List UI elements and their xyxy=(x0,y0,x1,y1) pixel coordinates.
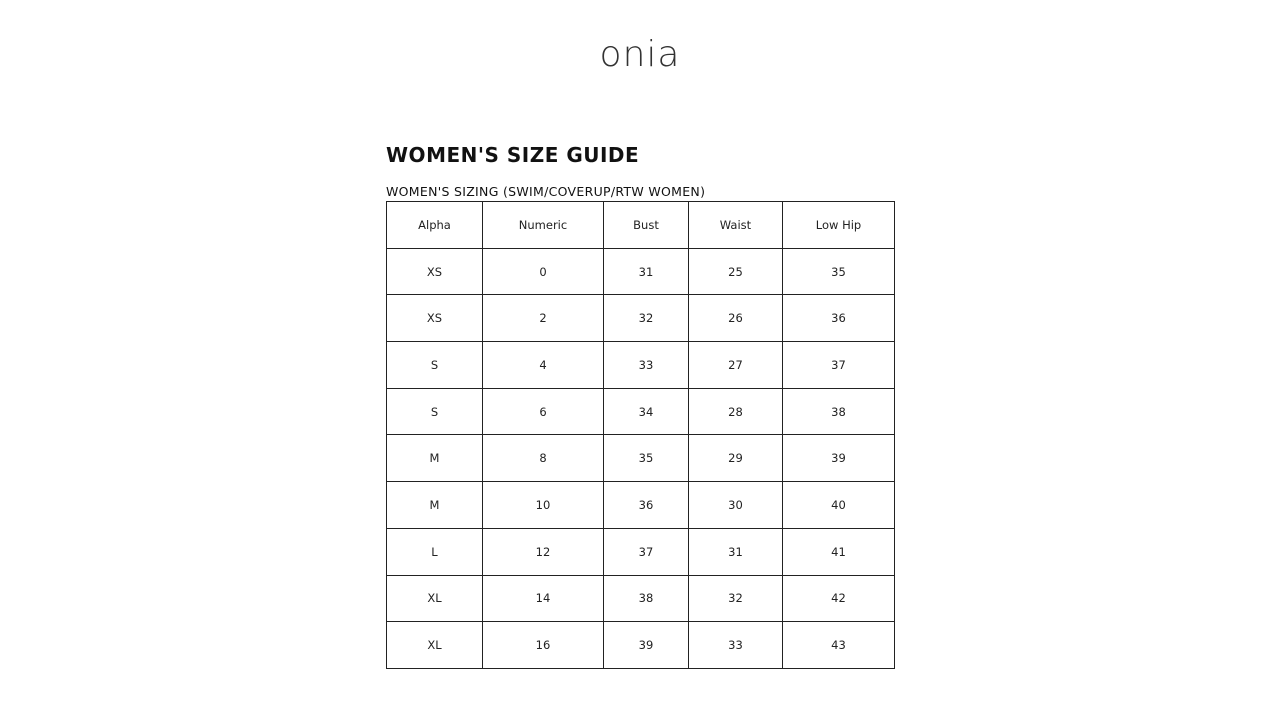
table-cell: 30 xyxy=(688,481,783,529)
table-row: XS 2 32 26 36 xyxy=(386,294,895,343)
table-cell: 37 xyxy=(782,341,895,389)
table-caption: WOMEN'S SIZING (SWIM/COVERUP/RTW WOMEN) xyxy=(386,184,706,199)
table-cell: L xyxy=(386,527,483,576)
table-cell: 32 xyxy=(688,574,783,623)
table-cell: XL xyxy=(386,574,483,623)
table-cell: 32 xyxy=(603,294,689,343)
table-cell: 31 xyxy=(603,247,689,296)
table-cell: 36 xyxy=(782,294,895,343)
table-cell: 37 xyxy=(603,527,689,576)
table-row: S 4 33 27 37 xyxy=(386,341,895,389)
table-row: M 8 35 29 39 xyxy=(386,434,895,483)
table-cell: 4 xyxy=(482,341,604,389)
table-cell: 14 xyxy=(482,574,604,623)
table-cell: 8 xyxy=(482,434,604,483)
column-header: Bust xyxy=(603,201,689,249)
table-cell: 16 xyxy=(482,621,604,669)
column-header: Alpha xyxy=(386,201,483,249)
column-header: Waist xyxy=(688,201,783,249)
table-row: S 6 34 28 38 xyxy=(386,387,895,436)
table-cell: 31 xyxy=(688,527,783,576)
table-cell: 36 xyxy=(603,481,689,529)
table-row: M 10 36 30 40 xyxy=(386,481,895,529)
table-cell: XS xyxy=(386,294,483,343)
table-cell: 42 xyxy=(782,574,895,623)
table-cell: XL xyxy=(386,621,483,669)
table-cell: 12 xyxy=(482,527,604,576)
table-cell: 43 xyxy=(782,621,895,669)
table-row: L 12 37 31 41 xyxy=(386,527,895,576)
table-cell: 39 xyxy=(603,621,689,669)
table-cell: XS xyxy=(386,247,483,296)
table-cell: M xyxy=(386,481,483,529)
table-cell: 25 xyxy=(688,247,783,296)
brand-logo: onia xyxy=(599,34,681,75)
table-cell: 38 xyxy=(782,387,895,436)
column-header: Numeric xyxy=(482,201,604,249)
table-cell: S xyxy=(386,387,483,436)
table-cell: 40 xyxy=(782,481,895,529)
table-cell: 29 xyxy=(688,434,783,483)
table-cell: 27 xyxy=(688,341,783,389)
table-cell: 41 xyxy=(782,527,895,576)
table-cell: 10 xyxy=(482,481,604,529)
page-title: WOMEN'S SIZE GUIDE xyxy=(386,143,640,167)
table-cell: 6 xyxy=(482,387,604,436)
table-cell: 35 xyxy=(782,247,895,296)
table-cell: 26 xyxy=(688,294,783,343)
table-row: XS 0 31 25 35 xyxy=(386,247,895,296)
table-cell: 39 xyxy=(782,434,895,483)
table-cell: 34 xyxy=(603,387,689,436)
size-table: Alpha Numeric Bust Waist Low Hip XS 0 31 25 35 XS… xyxy=(386,201,895,669)
table-cell: 28 xyxy=(688,387,783,436)
table-header-row: Alpha Numeric Bust Waist Low Hip xyxy=(386,201,895,249)
table-cell: 33 xyxy=(688,621,783,669)
table-row: XL 14 38 32 42 xyxy=(386,574,895,623)
table-cell: 2 xyxy=(482,294,604,343)
table-cell: S xyxy=(386,341,483,389)
table-cell: 35 xyxy=(603,434,689,483)
table-cell: 38 xyxy=(603,574,689,623)
table-cell: 33 xyxy=(603,341,689,389)
table-cell: 0 xyxy=(482,247,604,296)
table-cell: M xyxy=(386,434,483,483)
table-row: XL 16 39 33 43 xyxy=(386,621,895,669)
column-header: Low Hip xyxy=(782,201,895,249)
